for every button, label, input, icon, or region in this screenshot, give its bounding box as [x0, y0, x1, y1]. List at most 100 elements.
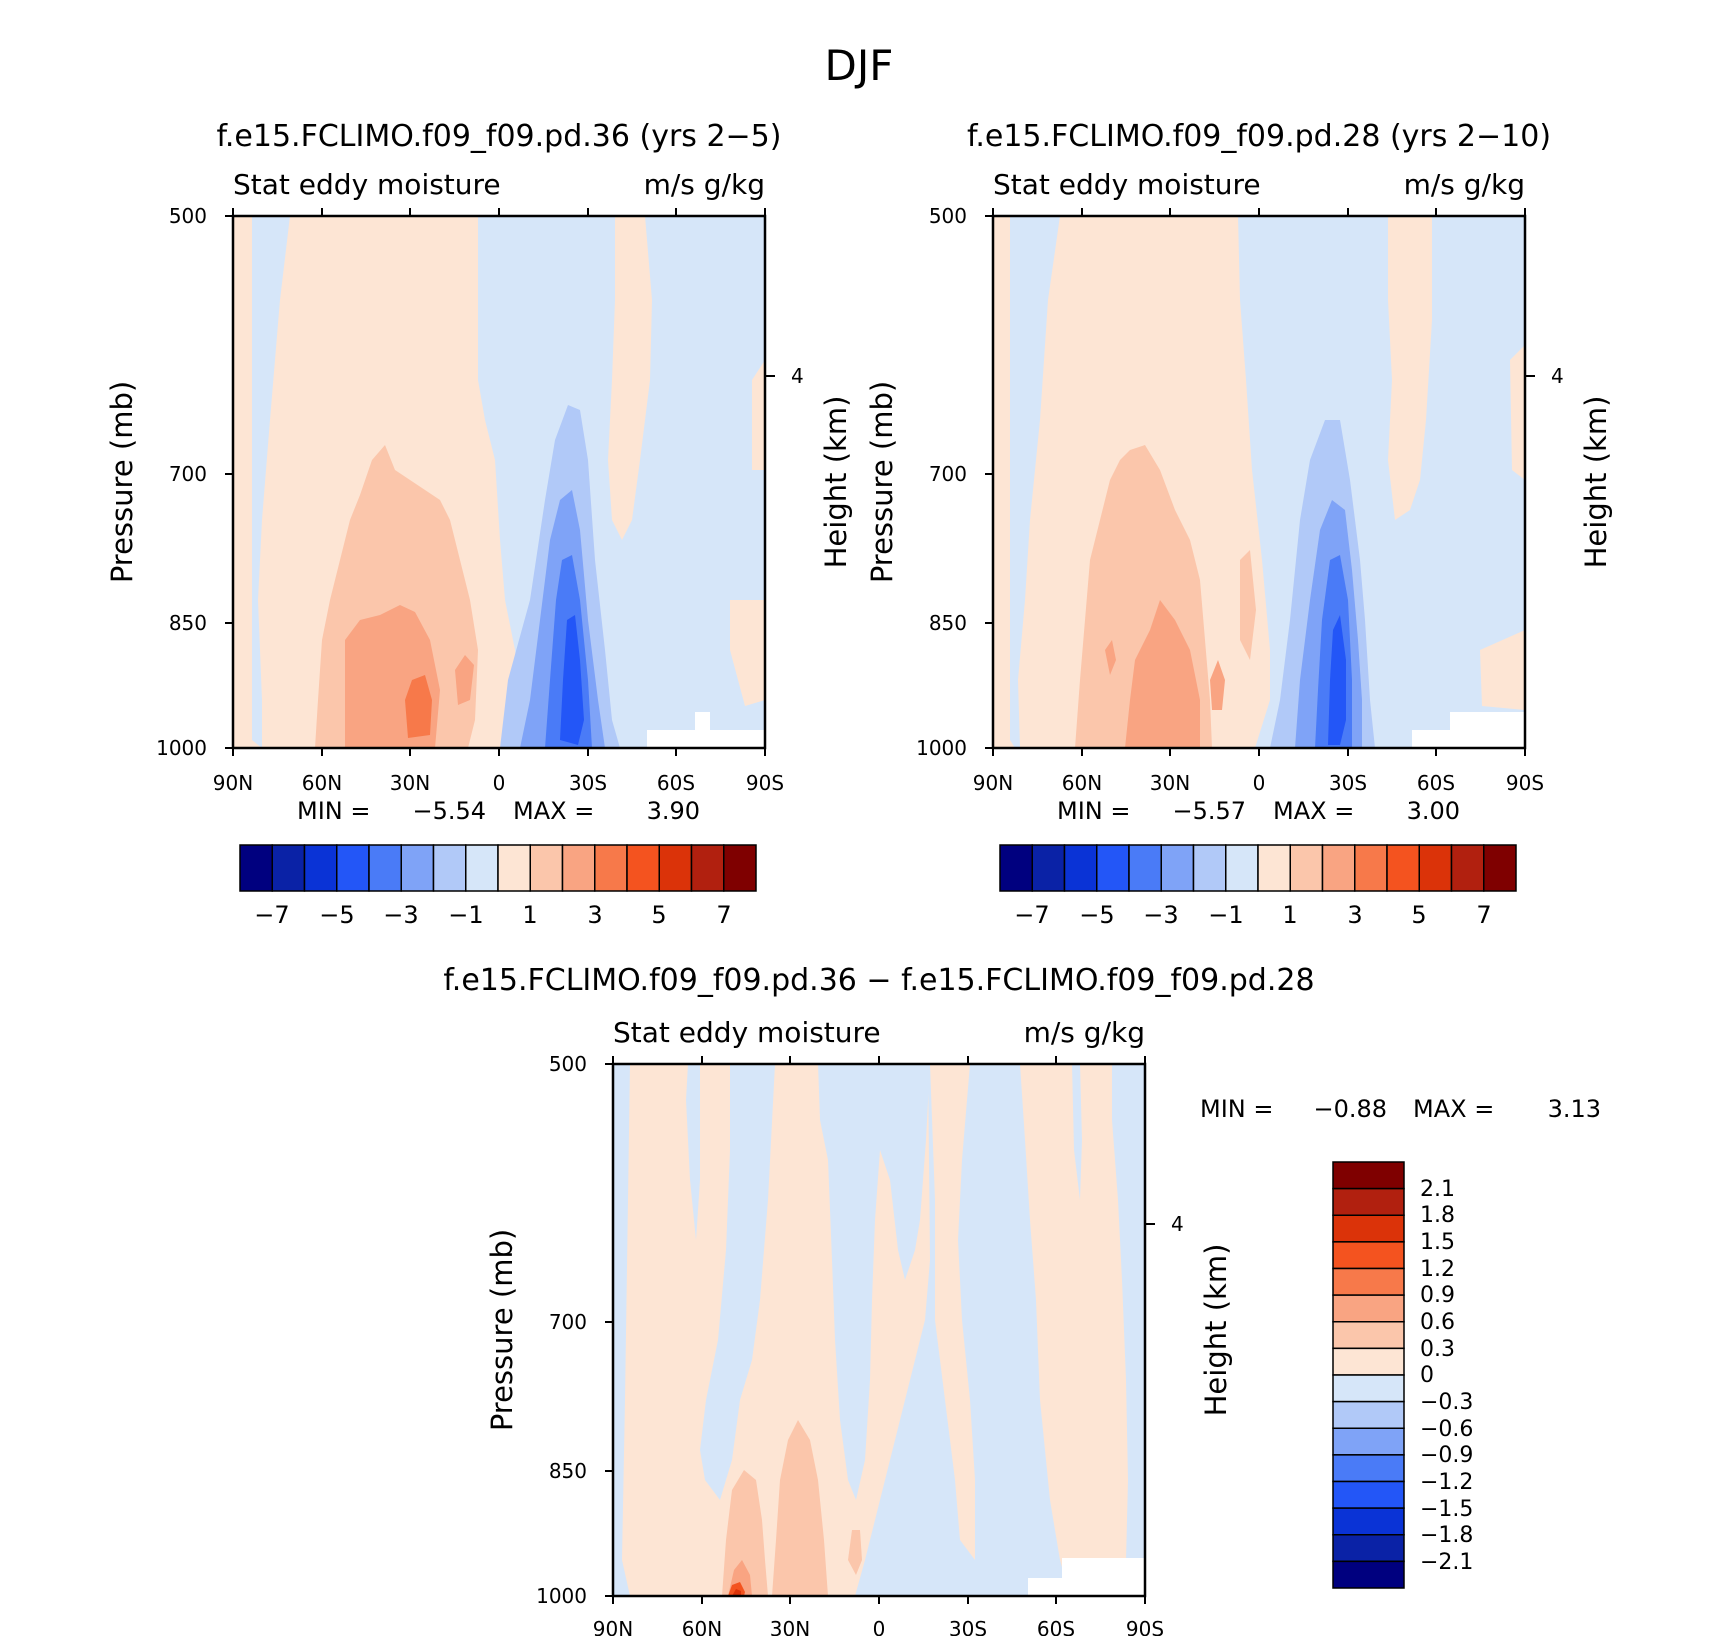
- colorbar-box: [529, 844, 564, 892]
- colorbar-label: 0.9: [1420, 1283, 1455, 1308]
- panel-1-min-label: MIN =: [297, 797, 370, 825]
- colorbar-box: [1332, 1454, 1405, 1483]
- x-tick-label: 0: [873, 1617, 886, 1636]
- colorbar-label: −7: [1014, 901, 1049, 929]
- contour-band-3-5: [345, 605, 474, 748]
- colorbar-label: −0.3: [1420, 1390, 1473, 1415]
- colorbar-label: −0.6: [1420, 1417, 1473, 1442]
- colorbar-box: [1332, 1507, 1405, 1536]
- panel-2-x-ticks: [992, 208, 1526, 756]
- panel-2-colorbar: −7 −5 −3 −1 1 3 5 7: [999, 844, 1517, 929]
- x-tick-label: 0: [1253, 771, 1266, 795]
- contour-band-neg-7-9: [1328, 615, 1346, 745]
- panel-2-min-value: −5.57: [1172, 797, 1246, 825]
- contour-band-positive-south: [608, 216, 765, 706]
- x-tick-label: 30N: [390, 771, 430, 795]
- colorbar-label: 0: [1420, 1363, 1434, 1388]
- colorbar-box: [1128, 844, 1162, 892]
- colorbar-label: −5: [1079, 901, 1114, 929]
- colorbar-label: 3: [1347, 901, 1362, 929]
- colorbar-label: −1: [448, 901, 483, 929]
- panel-2-y-right-label: Height (km): [1579, 396, 1613, 569]
- colorbar-box: [1321, 844, 1356, 892]
- panel-2-contours: [993, 216, 1525, 748]
- colorbar-label: −1: [1208, 901, 1243, 929]
- y-tick-label: 850: [549, 1459, 587, 1483]
- panel-1-y-right-label: Height (km): [819, 396, 853, 569]
- colorbar-box: [1332, 1560, 1405, 1589]
- colorbar-box: [1192, 844, 1227, 892]
- colorbar-box: [1332, 1294, 1405, 1323]
- x-tick-label: 0: [493, 771, 506, 795]
- panel-2-title: f.e15.FCLIMO.f09_f09.pd.28 (yrs 2−10): [967, 119, 1551, 154]
- y-tick-label: 500: [549, 1052, 587, 1076]
- colorbar-box: [1450, 844, 1485, 892]
- colorbar-label: −5: [319, 901, 354, 929]
- panel-2-min-label: MIN =: [1057, 797, 1130, 825]
- colorbar-box: [1332, 1374, 1405, 1403]
- colorbar-label: 3: [587, 901, 602, 929]
- x-tick-label: 90N: [973, 771, 1013, 795]
- x-tick-label: 60S: [657, 771, 695, 795]
- x-tick-label: 60N: [302, 771, 342, 795]
- panel-3-y-right-label: Height (km): [1199, 1244, 1233, 1417]
- y-tick-label: 1000: [916, 736, 967, 760]
- panel-3-min-label: MIN =: [1200, 1095, 1273, 1123]
- panel-1-y-ticks: [225, 215, 775, 749]
- colorbar-box: [1031, 844, 1066, 892]
- panel-1: f.e15.FCLIMO.f09_f09.pd.36 (yrs 2−5) Sta…: [105, 119, 853, 929]
- colorbar-box: [1332, 1241, 1405, 1270]
- colorbar-box: [1332, 1480, 1405, 1509]
- panel-3-y-tick-labels: 500 700 850 1000 4: [536, 1052, 1184, 1608]
- panel-1-title: f.e15.FCLIMO.f09_f09.pd.36 (yrs 2−5): [217, 119, 782, 154]
- x-tick-label: 90N: [213, 771, 253, 795]
- contour-band-pos-top: [732, 1589, 741, 1596]
- colorbar-label: −1.5: [1420, 1497, 1473, 1522]
- colorbar-box: [1354, 844, 1388, 892]
- colorbar-box: [497, 844, 531, 892]
- colorbar-label: 1: [522, 901, 537, 929]
- colorbar-label: 2.1: [1420, 1177, 1455, 1202]
- panel-3-colorbar: 2.1 1.8 1.5 1.2 0.9 0.6 0.3 0 −0.3 −0.6 …: [1332, 1161, 1473, 1589]
- colorbar-box: [1332, 1321, 1405, 1350]
- panel-2-y-tick-labels: 500 700 850 1000 4: [916, 204, 1564, 760]
- colorbar-box: [336, 844, 370, 892]
- colorbar-label: 0.6: [1420, 1310, 1455, 1335]
- panel-3: f.e15.FCLIMO.f09_f09.pd.36 − f.e15.FCLIM…: [443, 963, 1601, 1636]
- panel-2-right-string: m/s g/kg: [1404, 168, 1525, 201]
- colorbar-box: [1332, 1267, 1405, 1296]
- colorbar-label: −3: [1143, 901, 1178, 929]
- colorbar-box: [690, 844, 725, 892]
- panel-3-title: f.e15.FCLIMO.f09_f09.pd.36 − f.e15.FCLIM…: [443, 963, 1314, 998]
- panel-1-min-value: −5.54: [412, 797, 486, 825]
- y-tick-label: 850: [169, 611, 207, 635]
- x-tick-label: 90N: [593, 1617, 633, 1636]
- colorbar-box: [368, 844, 402, 892]
- colorbar-label: −3: [383, 901, 418, 929]
- missing-data-box: [1028, 1578, 1145, 1596]
- missing-data-box-2: [1450, 712, 1525, 732]
- panel-3-x-tick-labels: 90N 60N 30N 0 30S 60S 90S: [593, 1617, 1164, 1636]
- panel-1-max-label: MAX =: [513, 797, 594, 825]
- panel-2: f.e15.FCLIMO.f09_f09.pd.28 (yrs 2−10) St…: [865, 119, 1613, 929]
- colorbar-label: 1.8: [1420, 1203, 1455, 1228]
- panel-1-left-string: Stat eddy moisture: [233, 168, 501, 201]
- y-tick-label: 1000: [156, 736, 207, 760]
- contour-band-positive-south: [1388, 216, 1525, 710]
- colorbar-box: [1160, 844, 1195, 892]
- panel-1-y-tick-labels: 500 700 850 1000 4: [156, 204, 804, 760]
- colorbar-label: 0.3: [1420, 1337, 1455, 1362]
- panel-3-max-label: MAX =: [1413, 1095, 1494, 1123]
- y-tick-label: 700: [169, 462, 207, 486]
- colorbar-label: 5: [651, 901, 666, 929]
- x-tick-label: 30S: [1329, 771, 1367, 795]
- panel-3-right-string: m/s g/kg: [1024, 1016, 1145, 1049]
- x-tick-label: 60S: [1417, 771, 1455, 795]
- panel-1-contours: [233, 216, 765, 748]
- colorbar-box: [1096, 844, 1130, 892]
- colorbar-label: 1.5: [1420, 1230, 1455, 1255]
- contour-band-neg-0-0.3-c: [700, 1064, 775, 1500]
- y-right-tick-label: 4: [1171, 1212, 1184, 1236]
- missing-data-box-2: [1062, 1558, 1145, 1580]
